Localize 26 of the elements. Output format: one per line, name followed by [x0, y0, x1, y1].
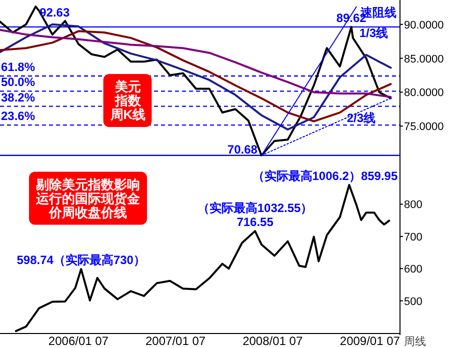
x-tick-label: 2009/01 07	[340, 334, 400, 348]
y-tick-label: 90.0000	[404, 19, 444, 32]
y-tick-label: 700	[404, 231, 422, 244]
y-tick-label: 85.0000	[404, 53, 444, 66]
annotation: 70.68	[227, 142, 258, 156]
x-tick-label: 2006/01 07	[48, 334, 109, 348]
annotation: 23.6%	[1, 109, 36, 124]
y-tick-label: 75.0000	[404, 121, 444, 134]
y-tick-label: 800	[404, 199, 422, 212]
annotation: 50.0%	[1, 75, 36, 90]
annotation: 2/3线	[346, 110, 376, 125]
annotation: 92.63	[40, 6, 70, 20]
y-tick-label: 600	[404, 264, 422, 276]
annotation: 剔除美元指数影响运行的国际现货金价周收盘价线	[35, 176, 141, 220]
x-tick-label: 2008/01 07	[242, 334, 303, 348]
annotation: （实际最高1006.2）859.95	[252, 168, 398, 183]
annotation: 美元指数周K线	[109, 78, 146, 122]
annotation: 1/3线	[359, 26, 388, 40]
annotation: 598.74（实际最高730）	[16, 253, 146, 268]
y-tick-label: 500	[404, 296, 422, 308]
annotation: 61.8%	[1, 60, 36, 74]
x-tick-label: 2007/01 07	[146, 334, 206, 348]
y-tick-label: 80.0000	[404, 87, 444, 100]
annotation: 38.2%	[1, 90, 36, 104]
annotation: （实际最高1032.55） 716.55	[197, 201, 313, 230]
x-axis-title: 周线	[404, 335, 426, 348]
